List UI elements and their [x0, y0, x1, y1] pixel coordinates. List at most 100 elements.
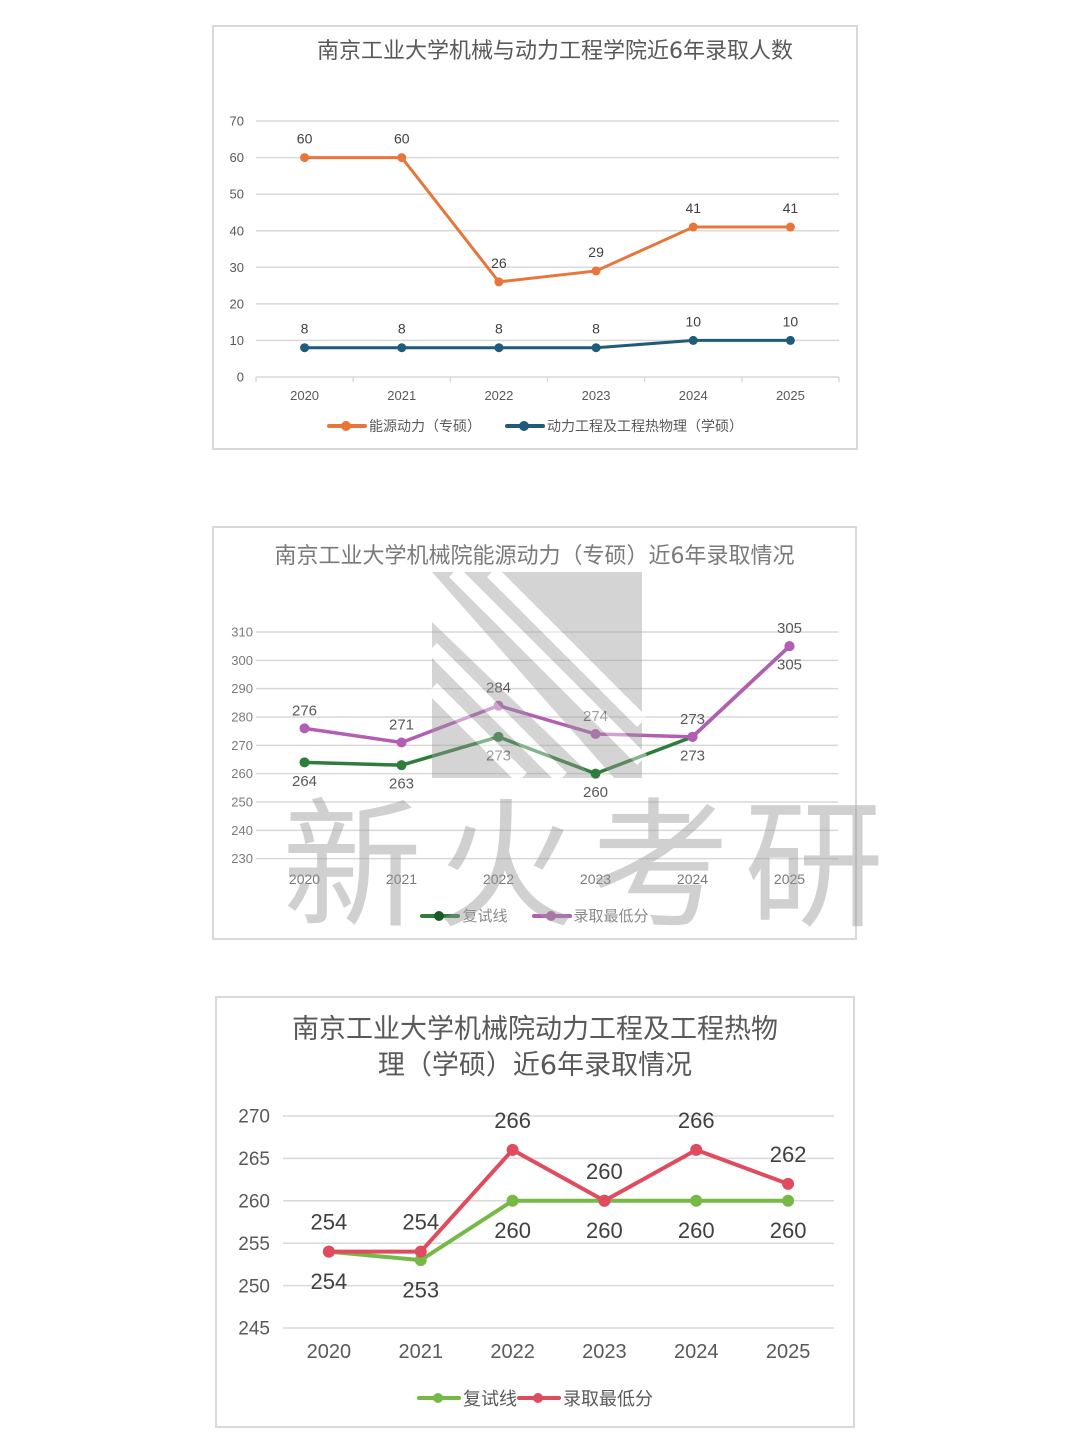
legend-item-energy-power: 能源动力（专硕）	[327, 416, 481, 436]
chart-legend: 能源动力（专硕） 动力工程及工程热物理（学硕）	[214, 416, 856, 436]
data-label: 10	[783, 313, 799, 329]
x-tick-label: 2022	[484, 388, 513, 403]
y-tick-label: 270	[238, 1107, 270, 1128]
y-tick-label: 250	[231, 795, 253, 810]
data-point-marker	[299, 723, 310, 734]
data-point-marker	[785, 222, 795, 232]
series-line	[326, 1147, 791, 1254]
data-point-marker	[591, 266, 601, 276]
data-point-marker	[397, 153, 407, 163]
data-label: 260	[583, 784, 608, 801]
line-marker-icon	[517, 1391, 561, 1405]
x-tick-label: 2024	[674, 1341, 719, 1363]
legend-label: 复试线	[462, 907, 508, 925]
y-tick-label: 265	[238, 1149, 270, 1170]
data-point-marker	[690, 1143, 703, 1156]
data-point-marker	[300, 153, 310, 163]
data-label: 29	[588, 244, 604, 260]
y-tick-label: 270	[231, 738, 253, 753]
legend-label: 录取最低分	[573, 907, 649, 925]
data-point-marker	[690, 1194, 703, 1207]
series-line	[303, 338, 792, 350]
x-tick-label: 2022	[483, 871, 514, 887]
chart-title: 南京工业大学机械与动力工程学院近6年录取人数	[317, 39, 793, 64]
data-point-marker	[414, 1245, 427, 1258]
data-label: 273	[680, 711, 705, 728]
y-tick-label: 240	[231, 823, 253, 838]
x-tick-label: 2025	[774, 871, 805, 887]
x-tick-label: 2021	[386, 871, 417, 887]
y-tick-label: 290	[231, 681, 253, 696]
y-tick-label: 20	[230, 296, 244, 311]
legend-label: 复试线	[463, 1389, 517, 1410]
x-tick-label: 2024	[677, 871, 708, 887]
data-point-marker	[300, 343, 310, 353]
series-line	[302, 644, 792, 776]
x-tick-label: 2025	[766, 1341, 811, 1363]
chart-title: 南京工业大学机械院动力工程及工程热物理（学硕）近6年录取情况	[292, 1014, 778, 1081]
data-point-marker	[396, 760, 407, 771]
legend-label: 录取最低分	[563, 1389, 653, 1410]
data-label: 60	[394, 131, 410, 147]
data-label: 8	[495, 321, 503, 337]
y-tick-label: 245	[238, 1319, 270, 1340]
y-tick-label: 0	[237, 370, 244, 385]
x-tick-label: 2025	[776, 388, 805, 403]
data-label: 264	[292, 773, 317, 790]
line-marker-icon	[505, 419, 545, 433]
data-label: 10	[685, 313, 701, 329]
series-line	[302, 644, 792, 745]
data-label: 266	[494, 1108, 531, 1133]
x-tick-label: 2020	[289, 871, 320, 887]
data-point-marker	[494, 343, 504, 353]
y-tick-label: 310	[231, 625, 253, 640]
data-point-marker	[688, 335, 698, 345]
data-point-marker	[494, 277, 504, 287]
data-label: 284	[486, 680, 511, 697]
y-tick-label: 230	[231, 851, 253, 866]
legend-label: 能源动力（专硕）	[369, 419, 481, 435]
data-label: 273	[486, 747, 511, 764]
data-point-marker	[782, 1194, 795, 1207]
y-tick-label: 250	[238, 1276, 270, 1297]
data-label: 263	[389, 776, 414, 793]
data-label: 41	[685, 200, 701, 216]
data-label: 273	[680, 747, 705, 764]
y-tick-label: 300	[231, 653, 253, 668]
y-tick-label: 70	[230, 114, 244, 129]
data-point-marker	[414, 1254, 427, 1267]
line-chart-plot: 245 250 255 260 265 270 2020 2021 2022 2023 2024 20…	[238, 1107, 834, 1363]
data-label: 260	[678, 1218, 715, 1243]
x-tick-label: 2020	[307, 1341, 352, 1363]
data-point-marker	[506, 1143, 519, 1156]
data-label: 271	[389, 717, 414, 734]
chart-card-energy-power: 南京工业大学机械院能源动力（专硕）近6年录取情况 230 240 250 260 270…	[212, 526, 884, 940]
data-label: 262	[770, 1142, 807, 1167]
legend-label: 动力工程及工程热物理（学硕）	[547, 419, 743, 435]
data-point-marker	[687, 731, 698, 742]
data-label: 260	[494, 1218, 531, 1243]
x-tick-label: 2021	[399, 1341, 444, 1363]
chart-title: 南京工业大学机械院能源动力（专硕）近6年录取情况	[274, 544, 795, 569]
data-label: 41	[783, 200, 799, 216]
x-tick-label: 2021	[387, 388, 416, 403]
data-label: 260	[586, 1159, 623, 1184]
data-label: 305	[777, 657, 802, 674]
data-label: 254	[311, 1269, 348, 1294]
chart-legend: 复试线 录取最低分	[217, 1385, 853, 1411]
data-point-marker	[506, 1194, 519, 1207]
data-label: 254	[311, 1210, 348, 1235]
data-label: 26	[491, 255, 507, 271]
x-tick-label: 2024	[679, 388, 708, 403]
data-point-marker	[591, 343, 601, 353]
line-marker-icon	[417, 1391, 461, 1405]
data-point-marker	[590, 729, 601, 739]
data-point-marker	[396, 737, 407, 748]
y-tick-label: 60	[230, 150, 244, 165]
data-point-marker	[784, 641, 795, 652]
data-label: 305	[777, 620, 802, 637]
x-tick-label: 2023	[582, 1341, 627, 1363]
y-tick-label: 260	[238, 1191, 270, 1212]
legend-item-retest-line: 复试线	[420, 905, 508, 926]
data-label: 274	[583, 708, 608, 725]
